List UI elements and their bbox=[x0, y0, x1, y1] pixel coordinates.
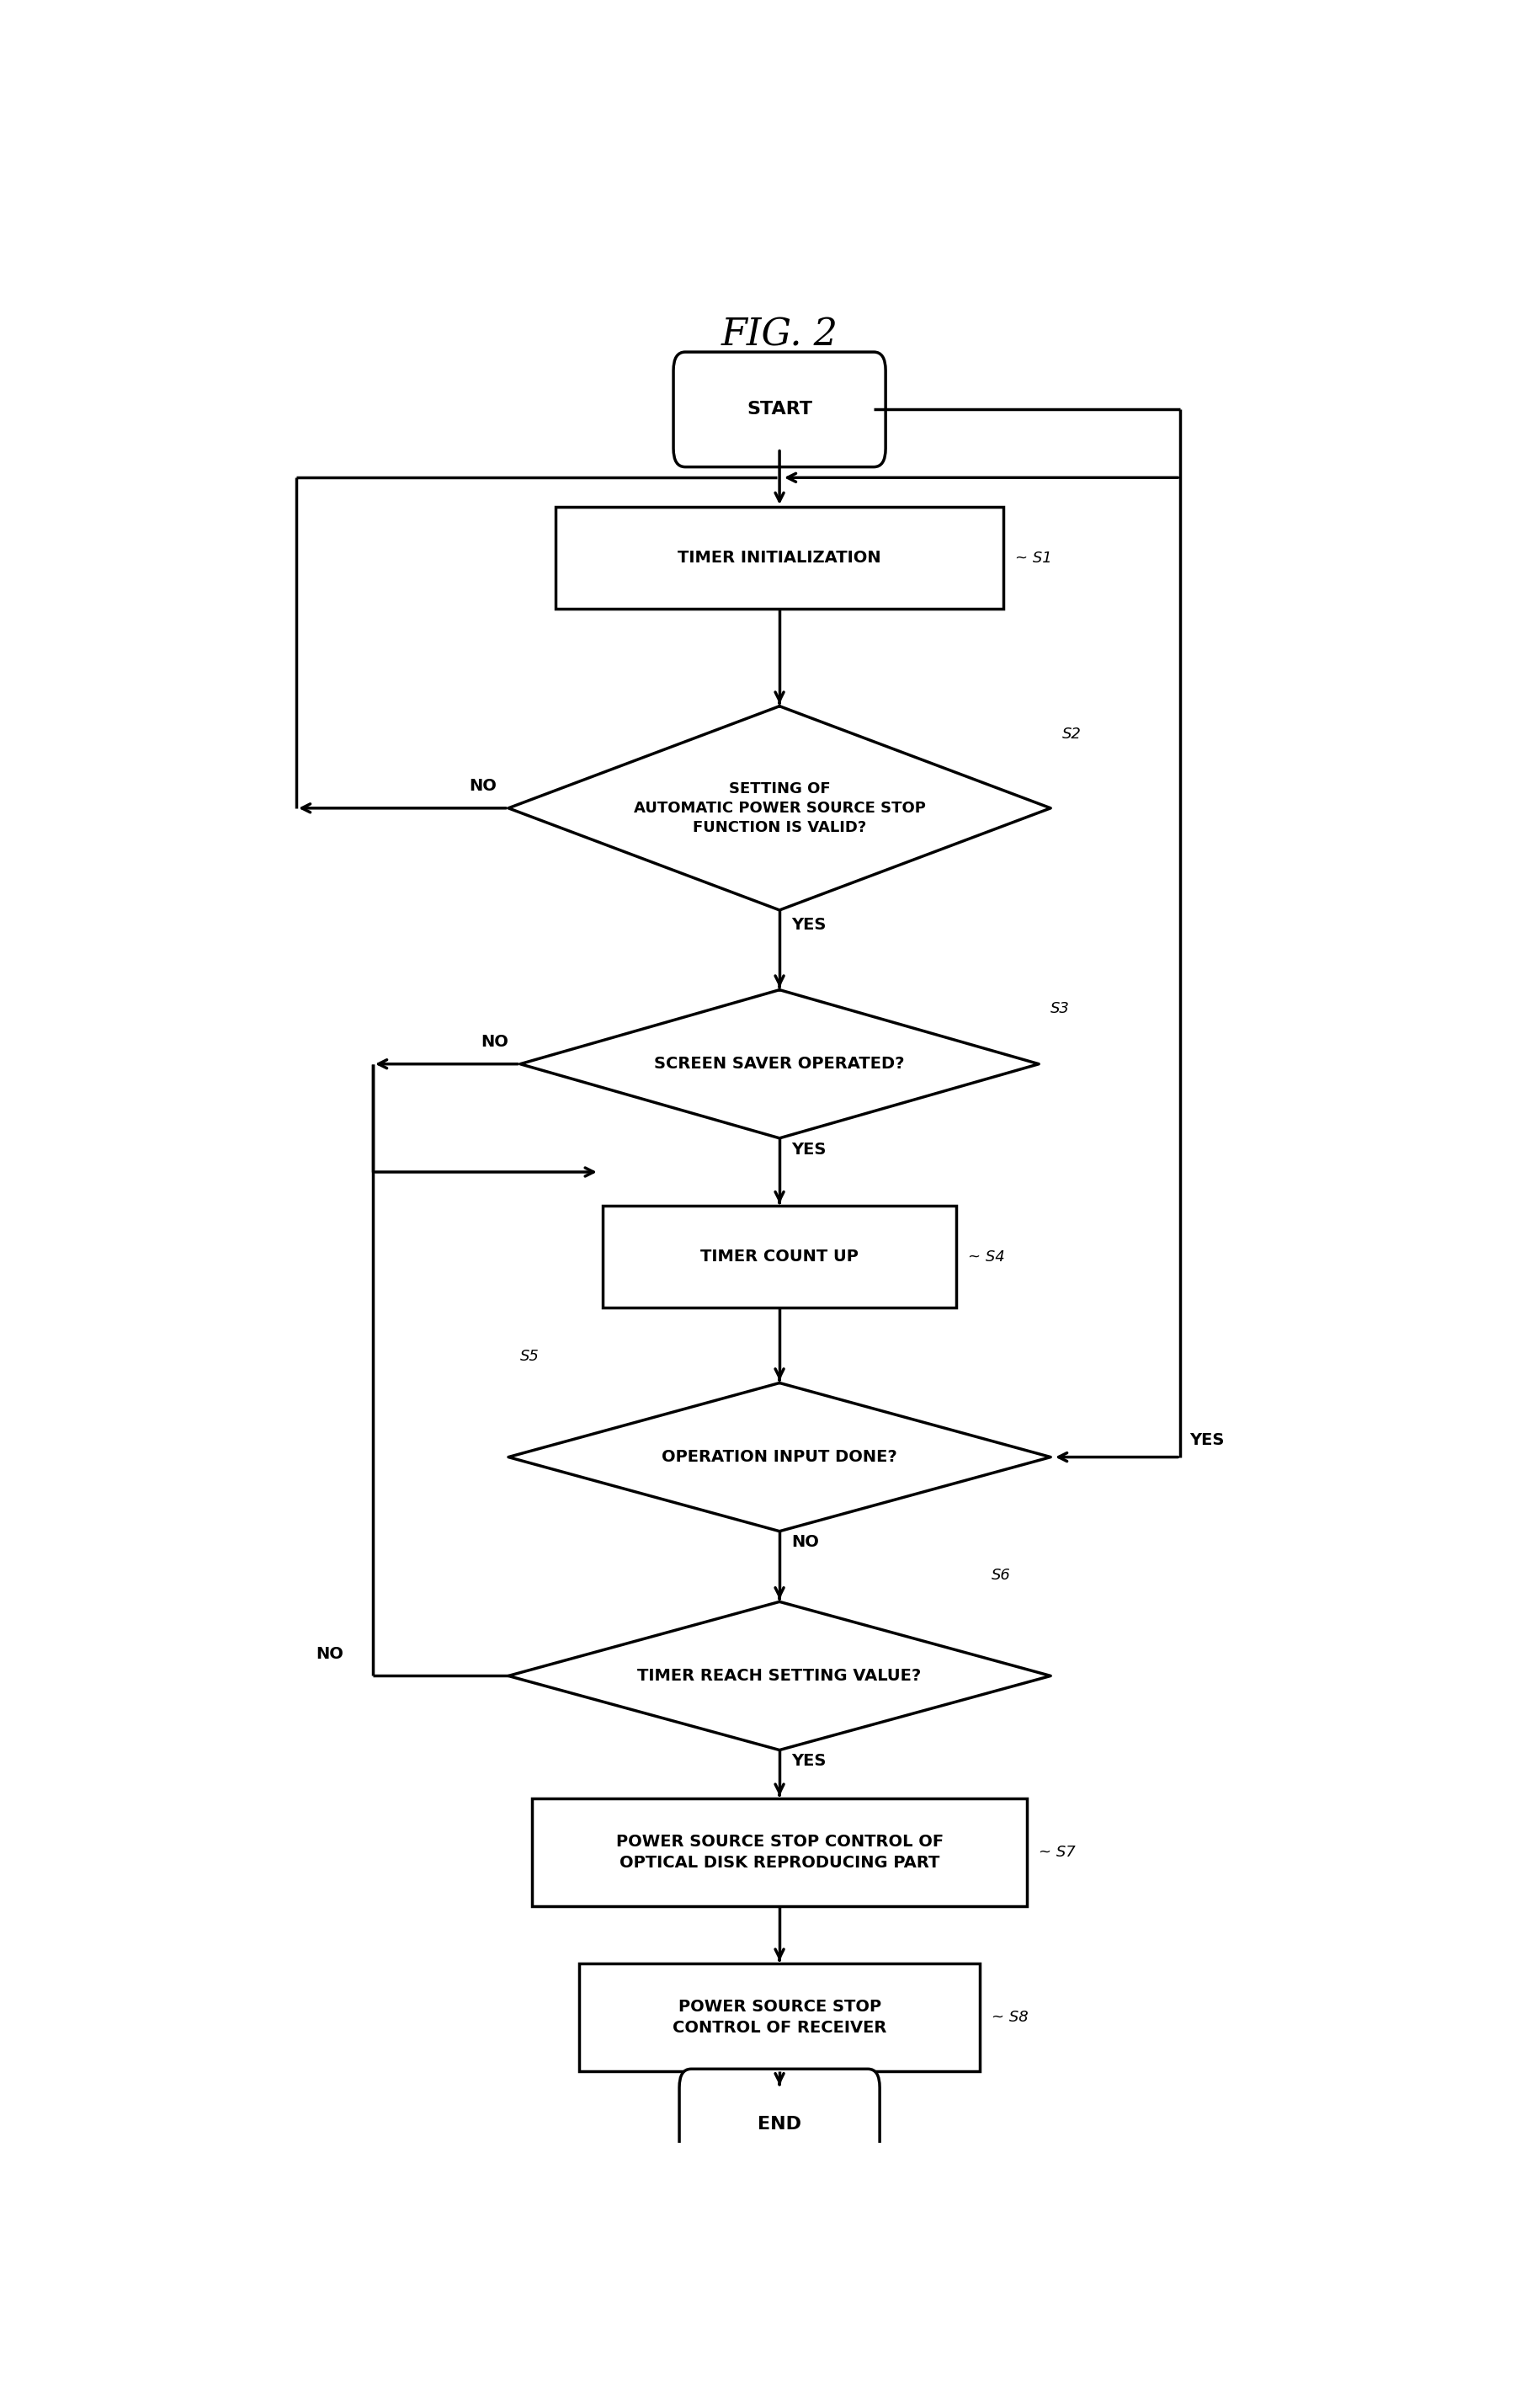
FancyBboxPatch shape bbox=[674, 352, 885, 467]
Text: S2: S2 bbox=[1062, 727, 1081, 742]
Text: NO: NO bbox=[791, 1534, 818, 1551]
Text: YES: YES bbox=[791, 1753, 826, 1770]
Text: NO: NO bbox=[316, 1645, 344, 1662]
Text: S5: S5 bbox=[520, 1348, 540, 1365]
Bar bbox=[580, 1963, 980, 2071]
Text: NO: NO bbox=[468, 778, 496, 795]
Text: POWER SOURCE STOP CONTROL OF
OPTICAL DISK REPRODUCING PART: POWER SOURCE STOP CONTROL OF OPTICAL DIS… bbox=[616, 1832, 943, 1871]
Text: POWER SOURCE STOP
CONTROL OF RECEIVER: POWER SOURCE STOP CONTROL OF RECEIVER bbox=[672, 1999, 887, 2035]
Polygon shape bbox=[508, 706, 1051, 910]
Text: ~ S7: ~ S7 bbox=[1039, 1845, 1075, 1859]
Text: SCREEN SAVER OPERATED?: SCREEN SAVER OPERATED? bbox=[654, 1057, 905, 1072]
Bar bbox=[532, 1799, 1027, 1905]
Polygon shape bbox=[508, 1382, 1051, 1531]
Bar bbox=[602, 1206, 957, 1308]
Text: NO: NO bbox=[481, 1033, 508, 1050]
Text: OPERATION INPUT DONE?: OPERATION INPUT DONE? bbox=[662, 1450, 897, 1464]
Text: S6: S6 bbox=[992, 1568, 1011, 1582]
Text: TIMER COUNT UP: TIMER COUNT UP bbox=[701, 1250, 858, 1264]
Text: YES: YES bbox=[791, 1141, 826, 1158]
Text: TIMER INITIALIZATION: TIMER INITIALIZATION bbox=[678, 549, 881, 566]
Text: END: END bbox=[757, 2117, 802, 2133]
Polygon shape bbox=[520, 990, 1039, 1139]
Bar bbox=[555, 506, 1004, 609]
Polygon shape bbox=[508, 1601, 1051, 1751]
Text: ~ S4: ~ S4 bbox=[967, 1250, 1005, 1264]
Text: TIMER REACH SETTING VALUE?: TIMER REACH SETTING VALUE? bbox=[637, 1669, 922, 1683]
Text: ~ S1: ~ S1 bbox=[1015, 551, 1053, 566]
Text: FIG. 2: FIG. 2 bbox=[721, 318, 838, 354]
Text: YES: YES bbox=[1189, 1433, 1224, 1447]
Text: YES: YES bbox=[791, 917, 826, 932]
Text: ~ S8: ~ S8 bbox=[992, 2008, 1028, 2025]
Text: START: START bbox=[747, 402, 812, 419]
FancyBboxPatch shape bbox=[680, 2068, 879, 2179]
Text: SETTING OF
AUTOMATIC POWER SOURCE STOP
FUNCTION IS VALID?: SETTING OF AUTOMATIC POWER SOURCE STOP F… bbox=[634, 780, 925, 836]
Text: S3: S3 bbox=[1051, 1002, 1069, 1016]
